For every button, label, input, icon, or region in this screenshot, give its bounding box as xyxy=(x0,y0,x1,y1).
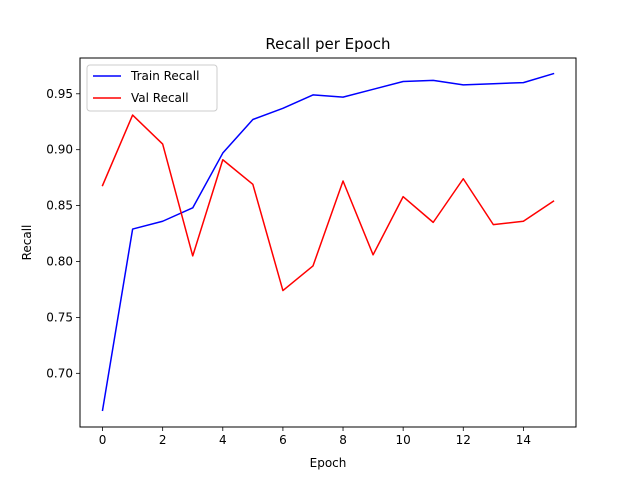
ticks-layer: 0 2 4 6 8 10 12 14 0.70 0.75 0.80 0.85 0.90 0.95 xyxy=(46,87,531,447)
legend-label-val-recall: Val Recall xyxy=(131,91,189,105)
legend-label-train-recall: Train Recall xyxy=(130,69,199,83)
y-tick-label: 0.90 xyxy=(46,143,73,157)
x-tick-label: 6 xyxy=(279,433,287,447)
legend: Train Recall Val Recall xyxy=(86,64,218,112)
y-axis-label: Recall xyxy=(20,225,34,261)
x-tick-label: 12 xyxy=(456,433,471,447)
x-axis-label: Epoch xyxy=(310,456,347,470)
series-layer xyxy=(101,72,555,412)
x-tick-label: 10 xyxy=(396,433,411,447)
x-tick-label: 0 xyxy=(99,433,107,447)
y-tick-label: 0.80 xyxy=(46,255,73,269)
x-tick-label: 4 xyxy=(219,433,227,447)
plot-frame xyxy=(79,57,577,428)
x-tick-label: 2 xyxy=(159,433,167,447)
y-tick-label: 0.95 xyxy=(46,87,73,101)
y-tick-label: 0.70 xyxy=(46,366,73,380)
x-tick-label: 14 xyxy=(516,433,531,447)
series-line-train-recall xyxy=(101,72,555,412)
x-tick-label: 8 xyxy=(339,433,347,447)
chart-title: Recall per Epoch xyxy=(265,35,390,53)
y-tick-label: 0.85 xyxy=(46,199,73,213)
series-line-val-recall xyxy=(101,114,555,292)
y-tick-label: 0.75 xyxy=(46,310,73,324)
